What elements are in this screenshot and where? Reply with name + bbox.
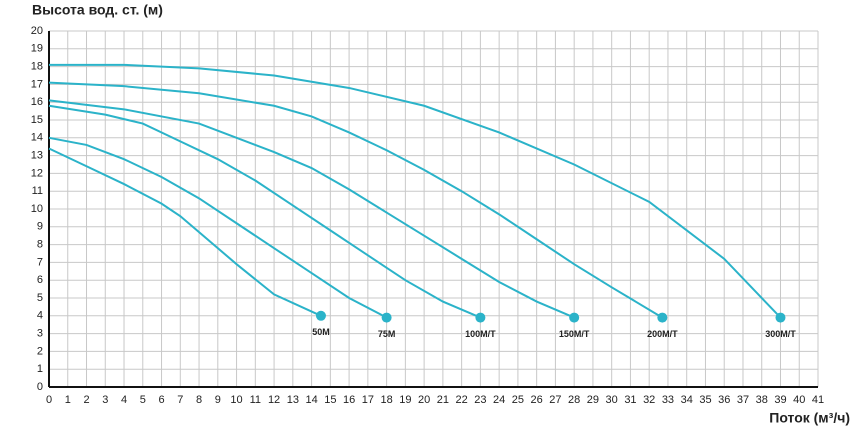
x-tick-label: 32 [643,394,655,406]
end-point [381,312,392,323]
y-tick-label: 4 [37,310,43,322]
y-tick-label: 12 [31,167,43,179]
y-tick-label: 5 [37,292,43,304]
x-tick-label: 22 [456,394,468,406]
x-tick-label: 7 [177,394,183,406]
y-tick-label: 14 [31,132,43,144]
x-tick-label: 8 [196,394,202,406]
x-tick-label: 20 [418,394,430,406]
y-tick-label: 1 [37,363,43,375]
y-tick-label: 8 [37,239,43,251]
x-tick-label: 3 [102,394,108,406]
end-point [475,312,486,323]
x-tick-label: 0 [46,394,52,406]
curve [48,136,388,319]
x-tick-label: 25 [512,394,524,406]
x-axis-title: Поток (м³/ч) [769,410,850,426]
series-label: 100M/T [465,329,496,339]
y-tick-label: 11 [32,185,43,197]
y-tick-label: 15 [31,114,43,126]
series-label: 300M/T [765,329,796,339]
x-tick-label: 38 [756,394,768,406]
series-label: 75M [378,329,396,339]
x-tick-label: 17 [362,394,374,406]
x-tick-label: 24 [493,394,505,406]
y-tick-label: 19 [31,43,43,55]
x-tick-label: 39 [774,394,786,406]
x-tick-label: 15 [324,394,336,406]
series-label: 200M/T [647,329,678,339]
end-point [569,312,580,323]
x-tick-label: 23 [474,394,486,406]
x-tick-label: 36 [718,394,730,406]
y-tick-label: 18 [31,61,43,73]
x-tick-label: 4 [121,394,127,406]
x-tick-label: 11 [250,394,261,406]
x-tick-label: 6 [158,394,164,406]
x-tick-label: 18 [380,394,392,406]
x-tick-label: 35 [699,394,711,406]
x-tick-label: 9 [215,394,221,406]
y-tick-label: 3 [37,328,43,340]
y-tick-label: 7 [37,256,43,268]
x-tick-label: 41 [812,394,824,406]
x-tick-label: 33 [662,394,674,406]
x-tick-label: 27 [549,394,561,406]
x-tick-label: 10 [230,394,242,406]
x-tick-label: 12 [268,394,280,406]
x-tick-label: 40 [793,394,805,406]
series-label: 50M [312,327,330,337]
curve [48,104,481,319]
x-tick-label: 5 [140,394,146,406]
end-point [315,310,326,321]
y-tick-label: 13 [31,150,43,162]
x-tick-label: 19 [399,394,411,406]
curve [48,147,322,317]
y-tick-label: 9 [37,221,43,233]
x-tick-label: 1 [65,394,71,406]
x-tick-label: 14 [305,394,317,406]
x-tick-label: 16 [343,394,355,406]
y-tick-label: 17 [31,78,43,90]
x-tick-label: 21 [437,394,449,406]
x-tick-label: 2 [83,394,89,406]
y-tick-label: 2 [37,345,43,357]
x-tick-label: 26 [531,394,543,406]
end-point [775,312,786,323]
x-tick-label: 34 [681,394,693,406]
curve [49,63,782,319]
series-label: 150M/T [559,329,590,339]
x-tick-label: 29 [587,394,599,406]
x-tick-label: 28 [568,394,580,406]
y-tick-label: 0 [37,381,43,393]
y-axis-title: Высота вод. ст. (м) [32,2,163,18]
x-tick-label: 37 [737,394,749,406]
y-tick-label: 20 [31,25,43,37]
y-tick-label: 6 [37,274,43,286]
curve [48,99,575,319]
x-tick-label: 13 [287,394,299,406]
x-tick-label: 30 [606,394,618,406]
end-point [657,312,668,323]
x-tick-label: 31 [624,394,636,406]
y-tick-label: 16 [31,96,43,108]
curve [48,81,663,319]
y-tick-label: 10 [31,203,43,215]
